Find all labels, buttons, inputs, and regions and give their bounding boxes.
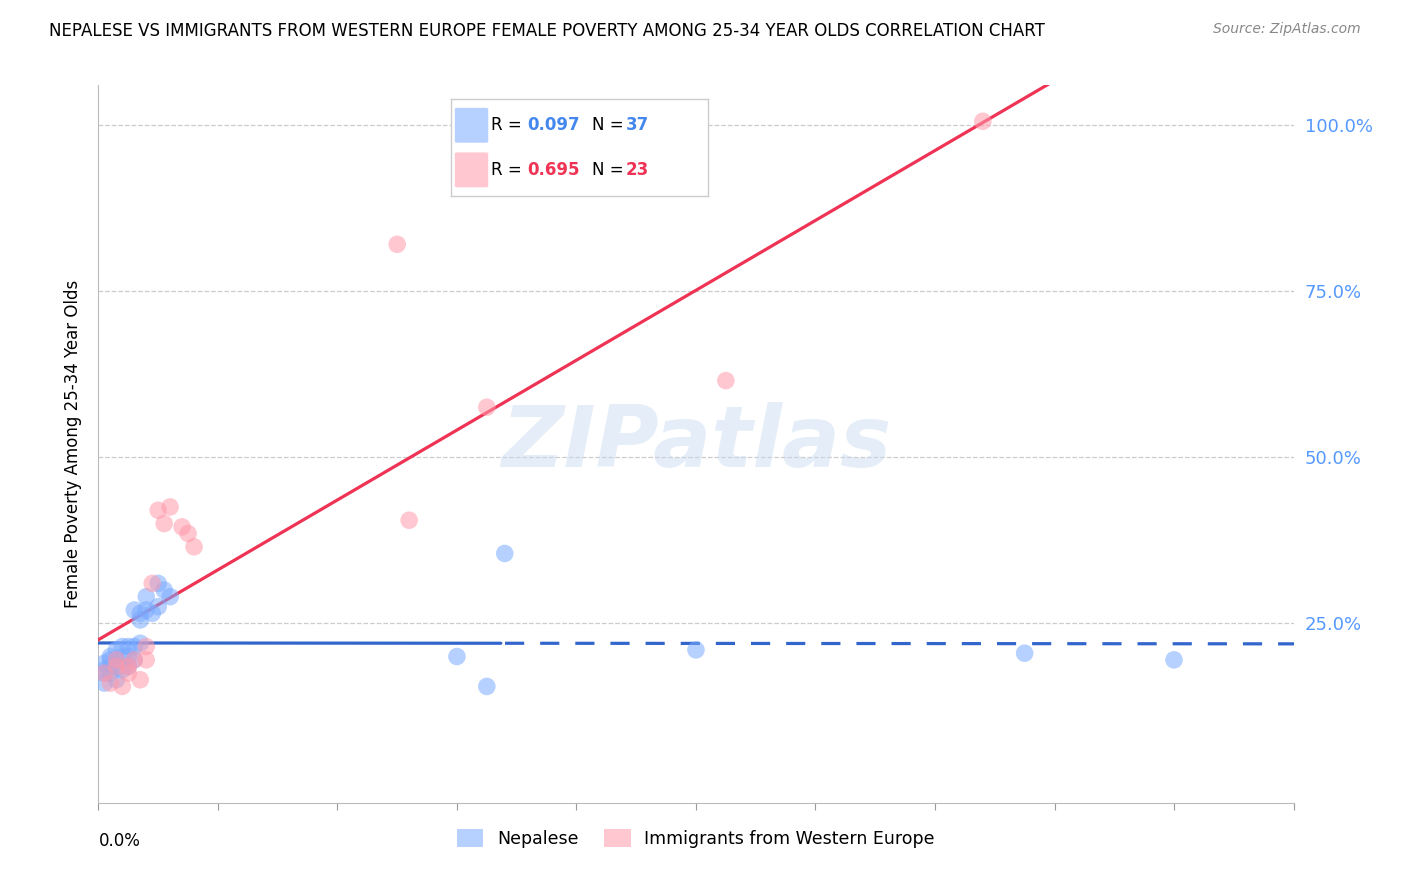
- Point: [124, 603, 146, 617]
- Point: [98, 676, 122, 690]
- Text: ZIPatlas: ZIPatlas: [501, 402, 891, 485]
- Point: [446, 649, 468, 664]
- Point: [105, 673, 128, 687]
- Point: [177, 526, 200, 541]
- Point: [153, 582, 176, 597]
- Point: [129, 607, 152, 621]
- Point: [111, 680, 134, 694]
- Legend: Nepalese, Immigrants from Western Europe: Nepalese, Immigrants from Western Europe: [450, 822, 942, 855]
- Point: [117, 666, 139, 681]
- Text: NEPALESE VS IMMIGRANTS FROM WESTERN EUROPE FEMALE POVERTY AMONG 25-34 YEAR OLDS : NEPALESE VS IMMIGRANTS FROM WESTERN EURO…: [49, 22, 1045, 40]
- Point: [105, 659, 128, 673]
- Point: [714, 374, 737, 388]
- Point: [475, 401, 498, 415]
- Point: [972, 114, 994, 128]
- Point: [129, 636, 152, 650]
- Point: [159, 590, 181, 604]
- Point: [117, 649, 139, 664]
- Point: [98, 649, 122, 664]
- Point: [117, 659, 139, 673]
- Point: [129, 613, 152, 627]
- Point: [685, 643, 707, 657]
- Point: [111, 649, 134, 664]
- Point: [148, 599, 170, 614]
- Point: [1014, 646, 1036, 660]
- Point: [117, 659, 139, 673]
- Point: [93, 666, 115, 681]
- Point: [475, 680, 498, 694]
- Point: [105, 643, 128, 657]
- Point: [93, 656, 115, 670]
- Point: [135, 590, 157, 604]
- Point: [98, 659, 122, 673]
- Point: [98, 666, 122, 681]
- Point: [93, 676, 115, 690]
- Point: [494, 546, 516, 560]
- Point: [141, 607, 163, 621]
- Point: [148, 576, 170, 591]
- Point: [117, 640, 139, 654]
- Point: [153, 516, 176, 531]
- Text: 0.0%: 0.0%: [98, 831, 141, 849]
- Text: Source: ZipAtlas.com: Source: ZipAtlas.com: [1213, 22, 1361, 37]
- Point: [148, 503, 170, 517]
- Point: [124, 653, 146, 667]
- Point: [105, 653, 128, 667]
- Point: [398, 513, 420, 527]
- Point: [93, 666, 115, 681]
- Point: [124, 640, 146, 654]
- Point: [1163, 653, 1185, 667]
- Point: [129, 673, 152, 687]
- Point: [93, 663, 115, 677]
- Point: [135, 653, 157, 667]
- Point: [124, 653, 146, 667]
- Point: [135, 603, 157, 617]
- Point: [105, 659, 128, 673]
- Point: [172, 520, 194, 534]
- Y-axis label: Female Poverty Among 25-34 Year Olds: Female Poverty Among 25-34 Year Olds: [63, 280, 82, 607]
- Point: [141, 576, 163, 591]
- Point: [159, 500, 181, 514]
- Point: [385, 237, 409, 252]
- Point: [105, 653, 128, 667]
- Point: [111, 663, 134, 677]
- Point: [98, 653, 122, 667]
- Point: [111, 640, 134, 654]
- Point: [135, 640, 157, 654]
- Point: [183, 540, 205, 554]
